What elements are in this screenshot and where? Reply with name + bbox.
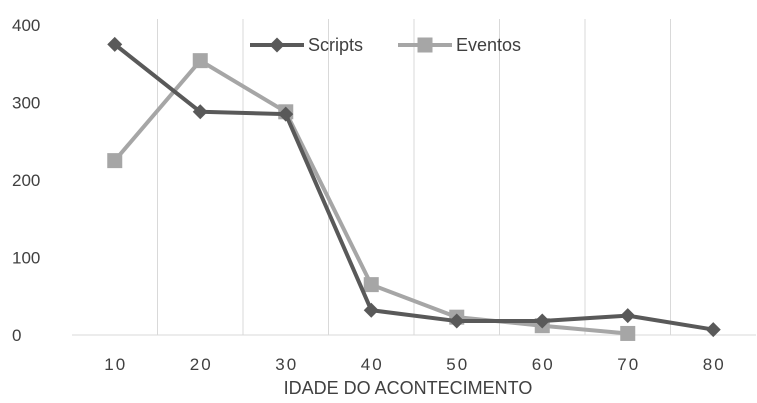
y-tick-label: 400: [12, 16, 40, 35]
series-eventos: [107, 53, 636, 341]
data-point-scripts: [705, 322, 721, 338]
series-layer: [107, 36, 721, 341]
x-tick-label: 50: [446, 355, 469, 374]
legend-swatch-marker: [269, 37, 285, 53]
data-point-scripts: [620, 308, 636, 324]
x-axis-title: IDADE DO ACONTECIMENTO: [284, 378, 533, 398]
legend-label: Scripts: [308, 35, 363, 55]
series-scripts: [107, 36, 721, 338]
series-line-scripts: [113, 42, 714, 332]
data-point-scripts: [534, 313, 550, 329]
y-tick-label: 300: [12, 94, 40, 113]
series-line-eventos: [113, 58, 628, 336]
y-axis-tick-labels: 0 100 200 300 400: [12, 16, 40, 345]
legend-label: Eventos: [456, 35, 521, 55]
gridlines: [157, 19, 671, 335]
data-point-eventos: [192, 53, 208, 69]
x-tick-label: 30: [275, 355, 298, 374]
data-point-scripts: [363, 302, 379, 318]
x-tick-label: 20: [190, 355, 213, 374]
legend-item-scripts: Scripts: [250, 35, 363, 55]
legend-swatch-marker: [417, 37, 433, 53]
x-axis-tick-labels: 10 20 30 40 50 60 70 80: [104, 355, 726, 374]
data-point-scripts: [278, 106, 294, 122]
legend: Scripts Eventos: [250, 35, 521, 55]
y-tick-label: 0: [12, 326, 21, 345]
x-tick-label: 10: [104, 355, 127, 374]
x-tick-label: 40: [361, 355, 384, 374]
x-tick-label: 80: [703, 355, 726, 374]
x-tick-label: 70: [617, 355, 640, 374]
y-tick-label: 100: [12, 249, 40, 268]
data-point-scripts: [192, 104, 208, 120]
y-tick-label: 200: [12, 171, 40, 190]
data-point-scripts: [449, 313, 465, 329]
data-point-eventos: [620, 325, 636, 341]
legend-item-eventos: Eventos: [398, 35, 521, 55]
data-point-scripts: [107, 36, 123, 52]
x-tick-label: 60: [532, 355, 555, 374]
data-point-eventos: [363, 277, 379, 293]
data-point-eventos: [107, 153, 123, 169]
